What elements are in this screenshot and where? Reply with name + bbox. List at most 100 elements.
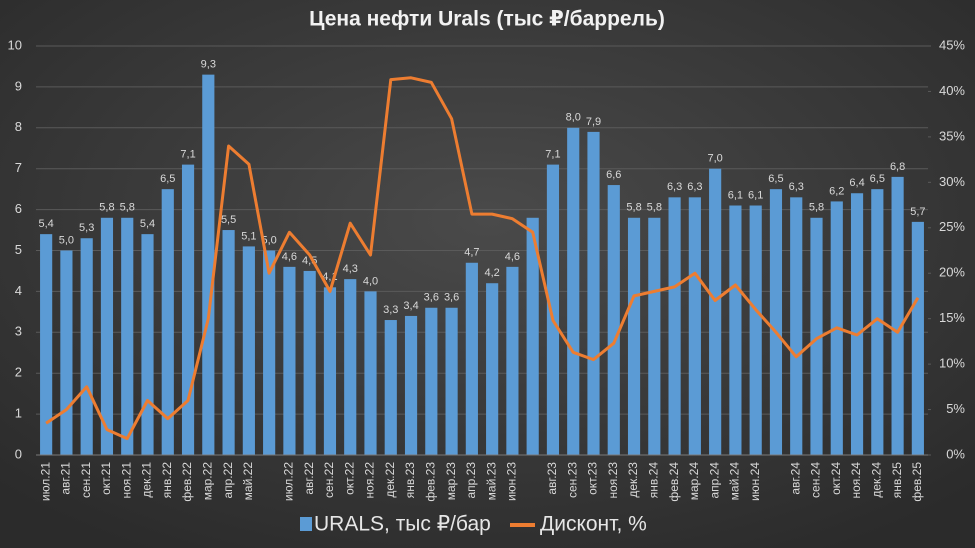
x-tick-label: фев.23 xyxy=(423,462,437,502)
bar xyxy=(100,217,114,455)
bar xyxy=(161,189,174,455)
x-tick-label: сен.21 xyxy=(79,462,93,498)
x-tick-label: мар.22 xyxy=(200,462,214,501)
bar xyxy=(688,197,701,455)
x-tick-label: янв.24 xyxy=(646,462,660,499)
data-label: 6,2 xyxy=(829,185,844,197)
x-tick-label: янв.23 xyxy=(403,462,417,499)
data-label: 5,8 xyxy=(626,202,641,214)
x-tick-label: ноя.22 xyxy=(363,462,377,499)
y-tick-label: 4 xyxy=(15,283,22,298)
data-label: 5,4 xyxy=(38,218,53,230)
x-tick-label: фев.24 xyxy=(667,462,681,502)
bar xyxy=(202,74,215,455)
data-label: 4,0 xyxy=(363,275,378,287)
x-tick-label: янв.22 xyxy=(160,462,174,499)
y2-tick-label: 20% xyxy=(939,265,965,280)
y2-tick-label: 5% xyxy=(946,401,965,416)
x-tick-label: сен.22 xyxy=(322,462,336,498)
x-tick-label: дек.21 xyxy=(140,462,154,498)
data-label: 8,0 xyxy=(566,112,581,124)
bar xyxy=(445,307,458,455)
data-label: 5,0 xyxy=(59,234,74,246)
x-tick-label: ноя.21 xyxy=(119,462,133,499)
x-tick-label: дек.22 xyxy=(383,462,397,498)
bar xyxy=(567,127,580,456)
data-label: 6,8 xyxy=(890,161,905,173)
bar xyxy=(303,270,316,455)
x-tick-label: окт.22 xyxy=(342,462,356,495)
x-tick-label: окт.23 xyxy=(586,462,600,495)
data-label: 9,3 xyxy=(201,59,216,71)
bar xyxy=(364,291,377,455)
bar xyxy=(850,193,864,456)
data-label: 5,8 xyxy=(647,202,662,214)
bar xyxy=(648,217,661,455)
bar xyxy=(709,168,722,455)
y2-tick-label: 40% xyxy=(939,83,965,98)
bar xyxy=(790,197,803,455)
bar xyxy=(486,283,499,455)
y2-tick-label: 25% xyxy=(939,219,965,234)
x-tick-label: июл.22 xyxy=(282,462,296,501)
data-label: 3,6 xyxy=(424,292,439,304)
bar xyxy=(627,217,641,455)
y2-tick-label: 35% xyxy=(939,128,965,143)
x-tick-label: июн.23 xyxy=(505,462,519,501)
data-label: 3,4 xyxy=(403,300,418,312)
x-tick-label: сен.24 xyxy=(809,462,823,498)
bar xyxy=(80,238,93,455)
data-label: 6,6 xyxy=(606,169,621,181)
x-tick-label: янв.25 xyxy=(890,462,904,499)
bar xyxy=(263,250,276,455)
legend-label: Дисконт, % xyxy=(540,513,647,536)
x-tick-label: фев.22 xyxy=(180,462,194,502)
bar xyxy=(526,217,539,455)
data-label: 6,5 xyxy=(160,173,175,185)
x-tick-label: сен.23 xyxy=(565,462,579,498)
y-tick-label: 9 xyxy=(15,78,22,93)
y-tick-label: 8 xyxy=(15,119,22,134)
line xyxy=(45,76,920,441)
bar xyxy=(404,315,418,455)
bar xyxy=(384,320,397,455)
data-label: 4,6 xyxy=(505,251,520,263)
bar xyxy=(911,221,924,455)
bar xyxy=(506,266,519,455)
y2-tick-label: 0% xyxy=(946,446,965,461)
bar xyxy=(344,279,357,455)
data-label: 3,3 xyxy=(383,304,398,316)
x-tick-label: дек.24 xyxy=(869,462,883,498)
data-label: 5,5 xyxy=(221,214,236,226)
data-label: 7,1 xyxy=(545,149,560,161)
bar xyxy=(749,205,762,455)
data-label: 6,4 xyxy=(849,177,864,189)
y-tick-label: 0 xyxy=(15,446,22,461)
y-tick-label: 5 xyxy=(15,242,22,257)
data-label: 6,1 xyxy=(748,189,763,201)
legend-swatch xyxy=(300,517,312,531)
data-label: 7,0 xyxy=(707,153,722,165)
y-tick-label: 1 xyxy=(15,406,22,421)
bar xyxy=(729,205,742,455)
y-tick-label: 3 xyxy=(15,324,22,339)
bar xyxy=(323,287,337,455)
x-tick-label: июл.21 xyxy=(38,462,52,501)
y2-tick-label: 15% xyxy=(939,310,965,325)
bar xyxy=(769,189,783,455)
bar xyxy=(60,250,73,455)
y2-tick-label: 30% xyxy=(939,174,965,189)
x-tick-label: май.22 xyxy=(241,462,255,501)
chart-title: Цена нефти Urals (тыс ₽/баррель) xyxy=(309,8,665,31)
data-label: 7,1 xyxy=(180,149,195,161)
x-tick-label: апр.24 xyxy=(707,462,721,499)
x-tick-label: мар.23 xyxy=(444,462,458,501)
x-tick-label: апр.23 xyxy=(464,462,478,499)
data-label: 6,5 xyxy=(768,173,783,185)
data-label: 4,3 xyxy=(343,263,358,275)
x-tick-label: мар.24 xyxy=(687,462,701,501)
data-label: 5,8 xyxy=(809,202,824,214)
y2-tick-label: 10% xyxy=(939,356,965,371)
x-tick-label: фев.25 xyxy=(910,462,924,502)
